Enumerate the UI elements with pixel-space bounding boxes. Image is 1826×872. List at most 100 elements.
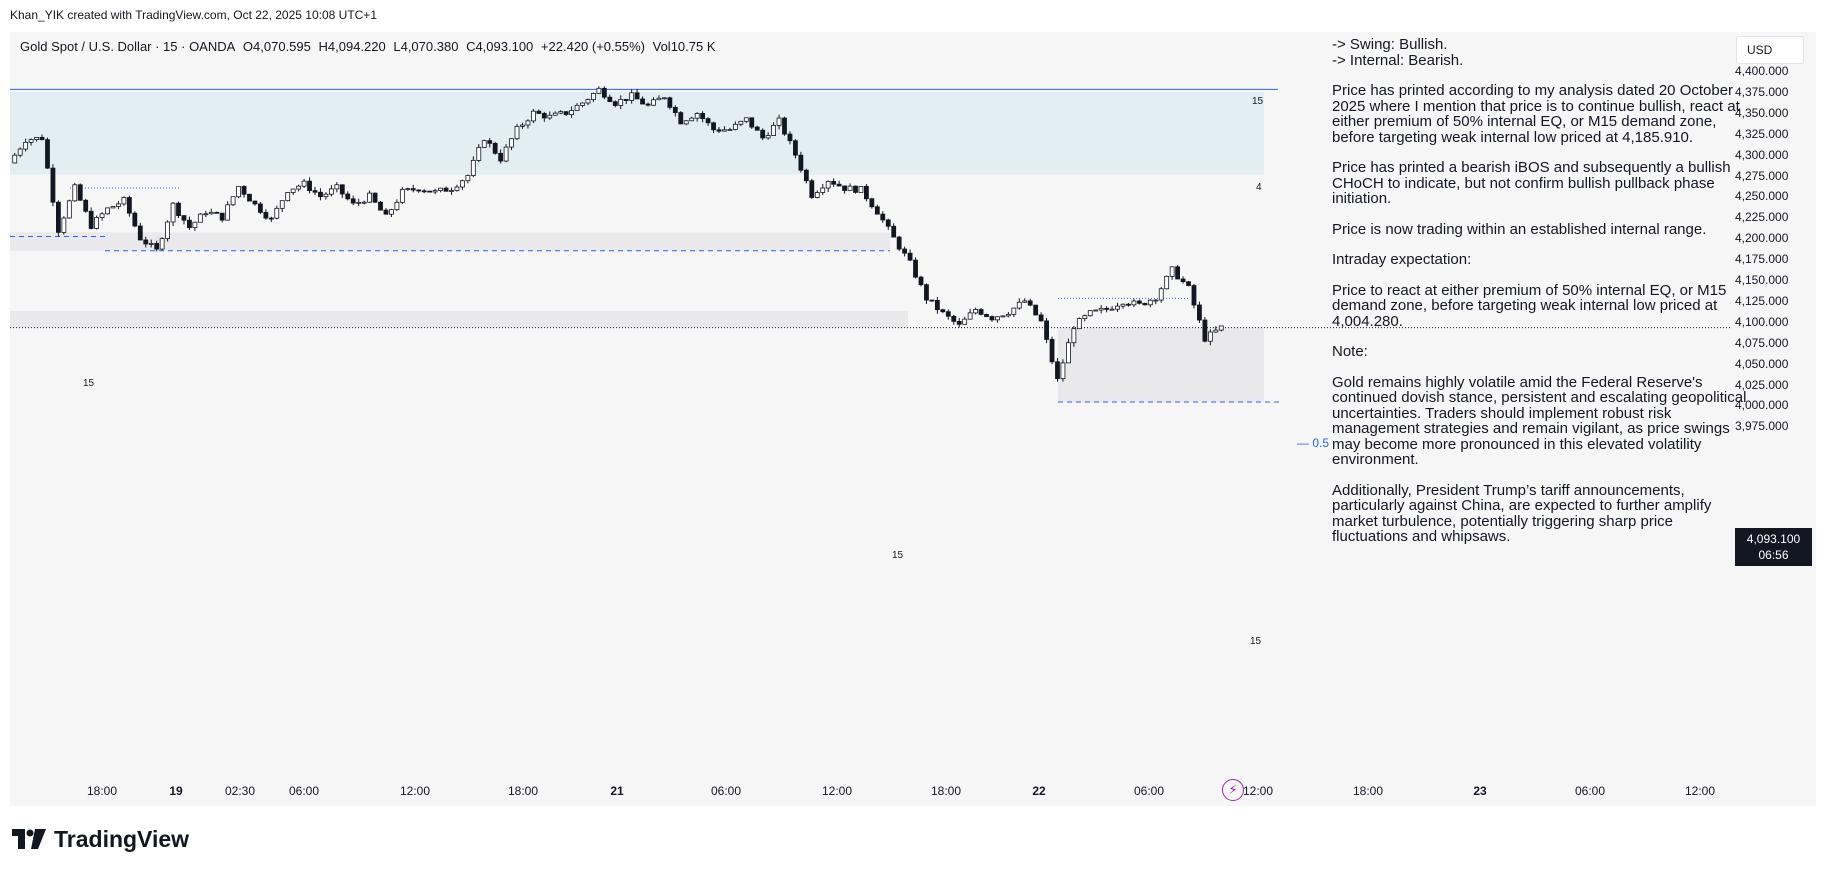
symbol-name[interactable]: Gold Spot / U.S. Dollar · 15 · OANDA [20,39,236,54]
candle [28,138,34,146]
note-swing: -> Swing: Bullish. [1332,36,1448,53]
candle [514,123,520,141]
candle-body [318,191,323,198]
candle-body [798,154,804,171]
candle-body [252,200,258,205]
candle [689,116,695,122]
chart-pane[interactable]: Gold Spot / U.S. Dollar · 15 · OANDA O4,… [10,32,1816,806]
candle [907,249,913,262]
candle-body [421,190,427,193]
tradingview-logo-icon [12,829,46,849]
candle-body [1142,302,1148,306]
candle-body [956,320,962,325]
time-axis-label: 18:00 [930,784,962,798]
eq-level-value: 0.5 [1312,436,1330,450]
price-axis-label: 4,350.000 [1735,105,1789,120]
candle-body [350,198,356,204]
candle-body [694,112,700,119]
candle-body [700,112,706,120]
candle-body [1136,300,1142,304]
time-axis-label: 12:00 [821,784,853,798]
candle-body [514,126,520,140]
candle [323,192,329,200]
candle-body [858,185,864,193]
candle [1180,276,1186,284]
candle [105,207,110,215]
candle [421,189,427,194]
candle [765,132,771,140]
candle-body [470,159,476,176]
candle-body [536,110,542,114]
candle [1044,317,1049,344]
candle [711,121,716,134]
candle [678,111,684,125]
candle [1022,298,1028,303]
candle [1093,309,1099,312]
candle [607,94,613,103]
candle [460,179,465,191]
tradingview-logo[interactable]: TradingView [12,826,189,852]
demand-zone-left [10,232,890,251]
analysis-notes: -> Swing: Bullish. -> Internal: Bearish.… [1332,37,1752,560]
candle [1202,316,1208,343]
candle-body [662,97,667,100]
candle-body [1164,275,1170,290]
candle-body [45,139,50,169]
candle-body [885,219,891,227]
candle-body [782,117,787,135]
candle-body [503,146,509,162]
candle-body [1186,281,1191,286]
note-paragraph: Price has printed a bearish iBOS and sub… [1332,159,1731,207]
candle [268,216,274,223]
candle-body [481,140,487,148]
price-axis-label: 4,325.000 [1735,126,1789,141]
time-axis-label: 12:00 [1242,784,1274,798]
candle-body [1169,266,1175,277]
candle-body [814,192,820,198]
candle [869,197,875,209]
candle-body [634,92,640,100]
ohlc-open: O4,070.595 [242,39,311,54]
candle [66,199,72,219]
candle [208,208,214,215]
candle [449,187,454,195]
price-chart[interactable] [10,32,1732,772]
note-paragraph: Additionally, President Trump’s tariff a… [1332,481,1712,545]
candle [454,184,460,192]
time-axis-label: 06:00 [710,784,742,798]
currency-button[interactable]: USD [1736,36,1804,64]
candle-body [1191,285,1197,306]
candle-body [891,225,897,238]
candle [225,201,231,221]
candle-body [334,184,340,190]
candle-body [678,112,684,125]
candle-body [181,215,187,221]
lightning-icon[interactable]: ⚡ [1222,779,1244,801]
candle-body [973,309,978,314]
candle [290,188,296,196]
candle [656,95,662,101]
candle [285,192,291,202]
candle-body [1207,331,1213,342]
candle [973,307,978,315]
candle [443,186,449,192]
candle [1049,336,1055,365]
candle [662,97,667,100]
candle [880,211,886,223]
candle [934,296,940,314]
bar-countdown: 06:56 [1758,548,1789,562]
candle-body [88,210,94,229]
candle [416,189,422,193]
candle [509,138,514,151]
candle [1169,266,1175,280]
attribution-text: Khan_YIK created with TradingView.com, O… [10,8,377,22]
candle [1153,299,1159,305]
candle [967,308,973,320]
candle-body [907,252,913,261]
candle [312,186,318,196]
demand-zone-mid [10,310,908,328]
candle [580,102,585,108]
time-axis-label: 18:00 [507,784,539,798]
candle [1191,283,1197,309]
candle-body [465,175,471,182]
